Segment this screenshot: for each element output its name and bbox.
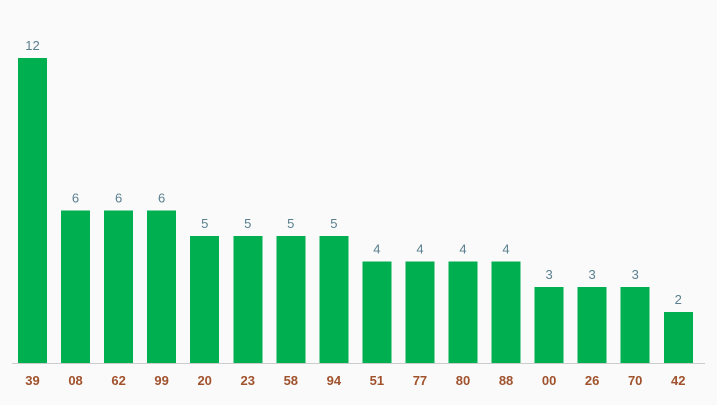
value-label-99: 6 <box>158 191 165 206</box>
tick-label-88: 88 <box>499 373 513 388</box>
bar-80 <box>448 261 478 363</box>
bar-51 <box>362 261 392 363</box>
value-label-51: 4 <box>373 241 380 256</box>
tick-label-58: 58 <box>284 373 298 388</box>
bar-62 <box>104 210 134 363</box>
tick-label-23: 23 <box>241 373 255 388</box>
bar-39 <box>18 58 47 363</box>
tick-label-80: 80 <box>456 373 470 388</box>
tick-label-00: 00 <box>542 373 556 388</box>
x-axis-tick-labels: 39 08 62 99 20 23 58 94 51 77 80 88 00 26 70 42 <box>25 373 685 388</box>
value-label-62: 6 <box>115 191 122 206</box>
value-label-58: 5 <box>287 216 294 231</box>
value-label-08: 6 <box>72 191 79 206</box>
tick-label-42: 42 <box>671 373 685 388</box>
value-label-20: 5 <box>201 216 208 231</box>
bar-99 <box>147 210 177 363</box>
value-label-42: 2 <box>675 292 682 307</box>
value-label-23: 5 <box>244 216 251 231</box>
bars-group <box>18 58 693 363</box>
value-label-88: 4 <box>502 241 509 256</box>
value-label-94: 5 <box>330 216 337 231</box>
bar-26 <box>577 286 607 363</box>
bar-00 <box>534 286 564 363</box>
bar-42 <box>663 312 693 363</box>
bar-70 <box>620 286 650 363</box>
tick-label-51: 51 <box>370 373 384 388</box>
bar-20 <box>190 235 220 363</box>
tick-label-62: 62 <box>111 373 125 388</box>
tick-label-70: 70 <box>628 373 642 388</box>
value-label-00: 3 <box>545 267 552 282</box>
value-labels-group: 12 6 6 6 5 5 5 5 4 4 4 4 3 3 3 2 <box>25 38 682 307</box>
tick-label-77: 77 <box>413 373 427 388</box>
bar-88 <box>491 261 521 363</box>
tick-label-20: 20 <box>197 373 211 388</box>
bar-77 <box>405 261 435 363</box>
tick-label-39: 39 <box>25 373 39 388</box>
tick-label-94: 94 <box>327 373 342 388</box>
bar-94 <box>319 235 349 363</box>
tick-label-99: 99 <box>154 373 168 388</box>
tick-label-26: 26 <box>585 373 599 388</box>
bar-08 <box>61 210 91 363</box>
value-label-80: 4 <box>459 241 466 256</box>
value-label-70: 3 <box>632 267 639 282</box>
value-label-26: 3 <box>589 267 596 282</box>
bar-23 <box>233 235 263 363</box>
value-label-39: 12 <box>25 38 39 53</box>
bar-58 <box>276 235 306 363</box>
tick-label-08: 08 <box>68 373 82 388</box>
value-label-77: 4 <box>416 241 423 256</box>
